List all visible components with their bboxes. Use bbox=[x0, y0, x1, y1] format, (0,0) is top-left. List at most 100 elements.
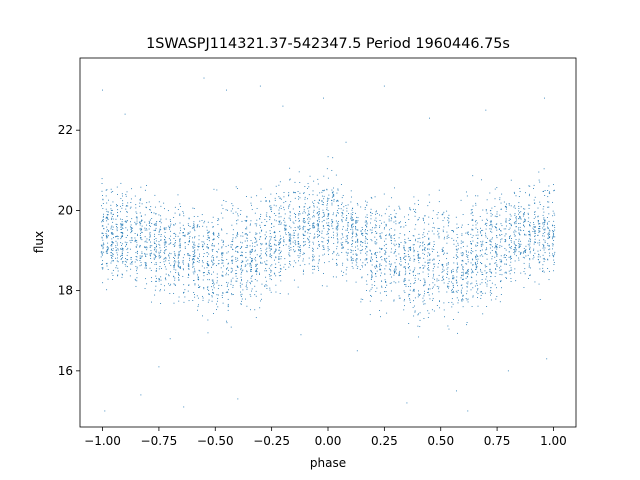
data-point bbox=[438, 235, 440, 237]
data-point bbox=[350, 218, 352, 220]
data-point bbox=[466, 276, 468, 278]
data-point bbox=[265, 214, 267, 216]
data-point bbox=[438, 201, 440, 203]
data-point bbox=[155, 246, 157, 248]
data-point bbox=[173, 233, 175, 234]
data-point bbox=[266, 260, 268, 262]
data-point bbox=[222, 241, 224, 243]
data-point bbox=[407, 237, 409, 239]
data-point bbox=[120, 232, 122, 233]
data-point bbox=[441, 276, 443, 278]
data-point bbox=[197, 309, 198, 311]
data-point bbox=[370, 260, 371, 262]
data-point bbox=[318, 260, 320, 262]
data-point bbox=[241, 220, 243, 222]
data-point bbox=[173, 261, 175, 263]
data-point bbox=[101, 237, 103, 239]
data-point bbox=[136, 253, 138, 255]
data-point bbox=[169, 226, 171, 228]
data-point bbox=[312, 257, 314, 259]
data-point bbox=[404, 242, 406, 244]
data-point bbox=[456, 262, 458, 264]
data-point bbox=[510, 248, 512, 250]
data-point bbox=[491, 258, 493, 260]
data-point bbox=[515, 218, 517, 220]
data-point bbox=[456, 251, 458, 253]
data-point bbox=[398, 222, 400, 224]
data-point bbox=[288, 232, 290, 233]
data-point bbox=[366, 262, 368, 264]
data-point bbox=[321, 195, 323, 197]
data-point bbox=[327, 199, 329, 201]
data-point bbox=[307, 232, 309, 234]
data-point bbox=[509, 264, 511, 266]
data-point bbox=[544, 231, 546, 233]
data-point bbox=[499, 241, 501, 243]
data-point bbox=[489, 221, 491, 223]
data-point bbox=[514, 272, 516, 274]
data-point bbox=[251, 251, 253, 252]
data-point bbox=[335, 220, 337, 222]
data-point bbox=[384, 240, 386, 242]
data-point bbox=[519, 188, 521, 189]
data-point bbox=[351, 209, 353, 211]
data-point bbox=[303, 206, 305, 208]
data-point bbox=[501, 225, 503, 227]
data-point bbox=[467, 283, 469, 285]
data-point bbox=[496, 247, 498, 249]
data-point bbox=[328, 229, 330, 231]
data-point bbox=[212, 262, 214, 264]
data-point bbox=[452, 285, 454, 287]
data-point bbox=[182, 260, 184, 262]
data-point bbox=[391, 237, 393, 239]
data-point bbox=[486, 222, 488, 224]
data-point bbox=[230, 283, 232, 285]
data-point bbox=[160, 239, 162, 241]
data-point bbox=[149, 225, 151, 227]
data-point bbox=[336, 254, 338, 256]
data-point bbox=[232, 259, 234, 261]
data-point bbox=[409, 269, 411, 271]
data-point bbox=[256, 280, 258, 282]
data-point bbox=[366, 242, 368, 244]
data-point bbox=[438, 279, 440, 281]
data-point bbox=[542, 208, 544, 210]
data-point bbox=[303, 221, 305, 223]
data-point bbox=[451, 281, 452, 283]
data-point bbox=[108, 230, 109, 232]
data-point bbox=[288, 205, 290, 207]
data-point bbox=[366, 246, 368, 248]
data-point bbox=[462, 214, 464, 216]
data-point bbox=[466, 282, 468, 284]
data-point bbox=[523, 251, 525, 253]
data-point bbox=[475, 220, 477, 221]
data-point bbox=[297, 286, 299, 288]
data-point bbox=[241, 283, 243, 285]
data-point bbox=[524, 220, 526, 222]
data-point bbox=[529, 243, 531, 245]
data-point bbox=[129, 240, 131, 242]
data-point bbox=[249, 253, 251, 255]
data-point bbox=[211, 256, 213, 258]
data-point bbox=[184, 246, 186, 248]
data-point bbox=[259, 256, 261, 258]
data-point bbox=[126, 270, 128, 272]
data-point bbox=[423, 284, 425, 286]
data-point bbox=[145, 206, 147, 208]
data-point bbox=[208, 230, 210, 232]
data-point bbox=[177, 261, 179, 263]
data-point bbox=[486, 258, 488, 260]
data-point bbox=[250, 277, 252, 279]
data-point bbox=[427, 243, 429, 245]
data-point bbox=[260, 244, 262, 246]
data-point bbox=[270, 238, 272, 240]
data-point bbox=[251, 288, 253, 290]
data-point bbox=[337, 241, 339, 243]
data-point bbox=[476, 283, 478, 285]
data-point bbox=[484, 264, 486, 266]
data-point bbox=[278, 275, 280, 277]
data-point bbox=[101, 254, 103, 256]
data-point bbox=[417, 293, 419, 295]
data-point bbox=[370, 256, 372, 258]
data-point bbox=[538, 223, 540, 225]
